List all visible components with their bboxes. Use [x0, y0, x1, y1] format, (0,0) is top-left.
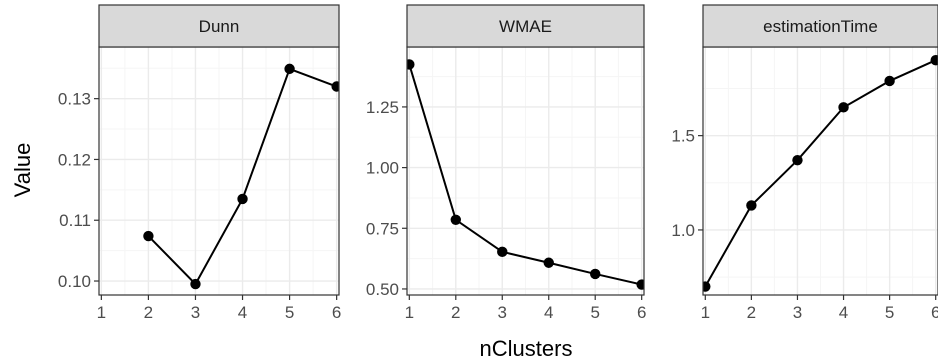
- x-tick-label: 2: [144, 303, 153, 322]
- x-tick-label: 6: [637, 303, 646, 322]
- facet-2: WMAE 1 2 3 4 5 6 0.50 0.75 1.00 1.25: [366, 4, 646, 322]
- x-tick-label: 6: [931, 303, 938, 322]
- series-line: [408, 64, 642, 286]
- y-tick-label: 0.12: [58, 150, 91, 169]
- data-point: [884, 75, 895, 87]
- data-point: [636, 279, 644, 290]
- x-tick-label: 2: [451, 303, 460, 322]
- data-point: [543, 257, 554, 268]
- data-point: [838, 102, 849, 113]
- x-tick-label: 4: [544, 303, 553, 322]
- facet-strip: [702, 4, 938, 48]
- data-point: [450, 214, 461, 225]
- y-axis-title: Value: [10, 143, 35, 198]
- data-point: [331, 81, 339, 92]
- x-tick-label: 5: [590, 303, 599, 322]
- gridlines: [407, 47, 644, 295]
- data-point: [590, 268, 601, 280]
- facet-strip: [406, 4, 645, 48]
- data-point: [237, 193, 248, 205]
- y-tick-label: 0.50: [366, 280, 399, 299]
- x-tick-label: 4: [839, 303, 848, 322]
- y-tick-label: 1.5: [671, 127, 695, 146]
- x-tick-label: 5: [285, 303, 294, 322]
- data-point: [190, 278, 201, 290]
- x-tick-label: 6: [332, 303, 341, 322]
- y-tick-label: 1.0: [671, 221, 695, 240]
- gridlines: [99, 47, 339, 295]
- x-axis-title: nClusters: [480, 336, 573, 361]
- data-point: [746, 200, 757, 211]
- x-tick-label: 5: [885, 303, 894, 322]
- data-point: [407, 59, 415, 70]
- x-tick-label: 2: [747, 303, 756, 322]
- data-point: [143, 230, 154, 242]
- x-tick-label: 1: [701, 303, 710, 322]
- y-tick-label: 1.25: [366, 98, 399, 117]
- x-tick-label: 1: [405, 303, 414, 322]
- data-point: [703, 281, 711, 292]
- gridlines: [703, 47, 938, 295]
- data-point: [284, 63, 295, 75]
- x-tick-label: 3: [793, 303, 802, 322]
- x-tick-label: 4: [238, 303, 247, 322]
- facet-3: estimationTime 1 2 3 4 5 6 1.0 1.5: [671, 4, 938, 322]
- x-tick-label: 1: [97, 303, 106, 322]
- series-Dunn: [143, 63, 339, 290]
- data-point: [497, 246, 508, 258]
- data-point: [792, 154, 803, 166]
- x-tick-label: 3: [498, 303, 507, 322]
- data-point: [930, 55, 938, 66]
- facets: Dunn 1 2 3 4 5 6 0.10 0.11 0.12 0.13 WMAE 1 2 3 4 5 6 0.50…: [58, 4, 938, 322]
- facet-1: Dunn 1 2 3 4 5 6 0.10 0.11 0.12 0.13: [58, 4, 341, 322]
- y-tick-label: 0.75: [366, 219, 399, 238]
- y-tick-label: 0.10: [58, 272, 91, 291]
- y-tick-label: 1.00: [366, 159, 399, 178]
- y-tick-label: 0.11: [59, 211, 91, 230]
- facet-title: WMAE: [499, 17, 552, 36]
- series-WMAE: [407, 59, 644, 290]
- facet-strip: [98, 4, 340, 48]
- series-line: [704, 59, 937, 288]
- facet-title: Dunn: [199, 17, 240, 36]
- series-estimationTime: [703, 55, 938, 292]
- x-tick-label: 3: [191, 303, 200, 322]
- y-tick-label: 0.13: [58, 90, 91, 109]
- facet-title: estimationTime: [763, 17, 878, 36]
